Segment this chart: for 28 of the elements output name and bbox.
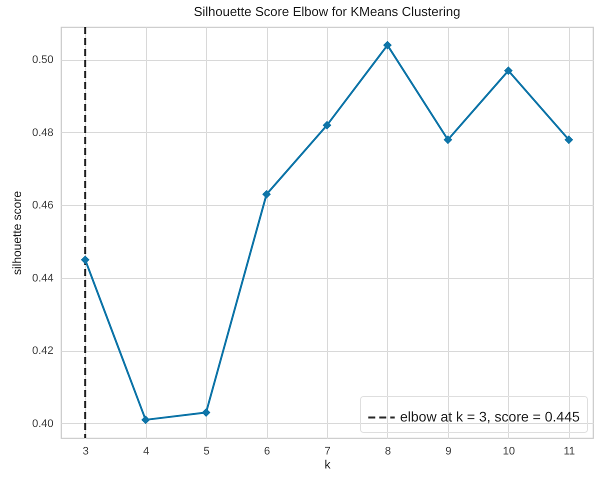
x-tick-label: 7	[324, 446, 331, 458]
x-tick-label: 11	[564, 446, 576, 458]
x-tick-label: 3	[82, 446, 89, 458]
point	[80, 255, 90, 264]
y-tick-label: 0.50	[32, 54, 54, 66]
x-tick-label: 8	[384, 446, 392, 458]
point	[504, 66, 513, 75]
x-tick-label: 9	[445, 446, 452, 458]
point	[202, 408, 210, 417]
y-axis-title: silhouette score	[10, 190, 24, 276]
point	[322, 120, 332, 130]
x-axis-title: k	[324, 458, 332, 472]
x-tick-label: 4	[143, 446, 150, 458]
point	[141, 415, 150, 424]
y-tick-label: 0.42	[32, 345, 54, 358]
y-tick-label: 0.44	[32, 272, 54, 284]
x-tick-label: 10	[502, 446, 515, 458]
ref-line-label: elbow at k = 3, score = 0.445	[400, 408, 580, 424]
x-tick-label: 6	[264, 446, 270, 458]
y-tick-label: 0.48	[32, 126, 54, 139]
point	[444, 135, 452, 144]
point	[564, 135, 574, 144]
x-tick-label: 5	[204, 446, 210, 458]
y-tick-label: 0.46	[32, 200, 54, 212]
y-tick-label: 0.40	[32, 418, 54, 430]
point	[383, 40, 392, 50]
chart-title: Silhouette Score Elbow for KMeans Clustering	[194, 4, 460, 19]
point	[262, 190, 271, 199]
